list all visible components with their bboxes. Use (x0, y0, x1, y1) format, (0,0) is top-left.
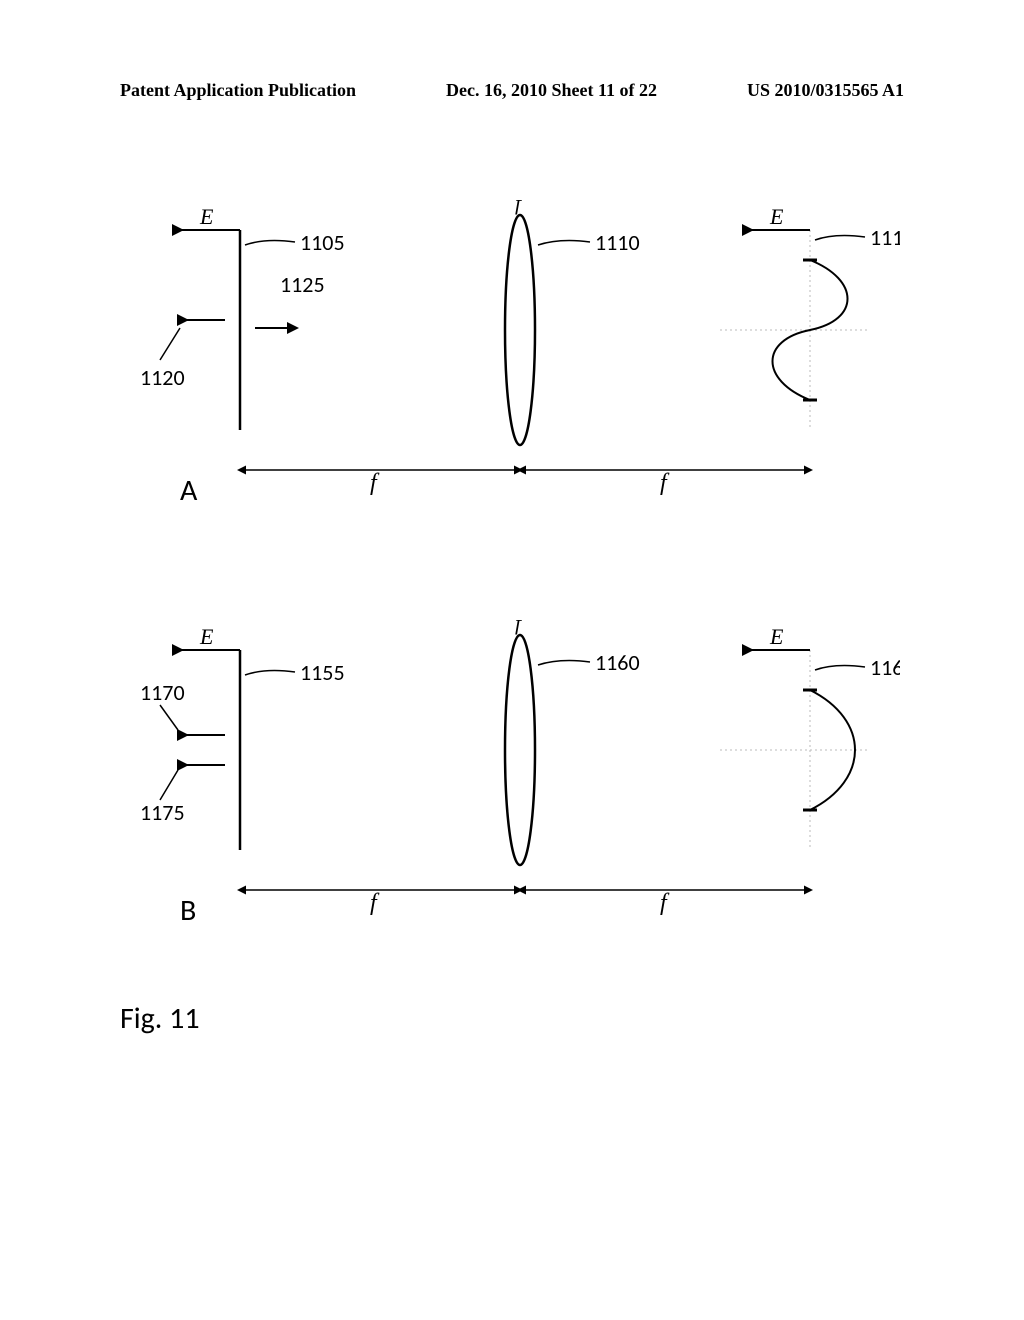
panel-a-svg: E 1105 1125 1120 f 1110 E 1115 f f A (120, 200, 900, 530)
axis-f-lens: f (515, 200, 524, 215)
ref-1115: 1115 (870, 224, 900, 251)
ref-1105: 1105 (300, 229, 345, 256)
f-right: f (660, 470, 670, 496)
ref-1175: 1175 (140, 799, 185, 826)
panel-b-label: B (180, 892, 196, 929)
axis-E-right-b: E (769, 624, 784, 649)
panel-b: E 1155 1170 1175 f 1160 E 1165 f f B (120, 620, 900, 955)
ref-1125: 1125 (280, 271, 325, 298)
ref-1110: 1110 (595, 229, 640, 256)
ref-1155: 1155 (300, 659, 345, 686)
header-right: US 2010/0315565 A1 (747, 80, 904, 101)
header-left: Patent Application Publication (120, 80, 356, 101)
f-right-b: f (660, 890, 670, 916)
axis-E-left: E (199, 204, 214, 229)
axis-f-lens-b: f (515, 620, 524, 635)
ref-1165: 1165 (870, 654, 900, 681)
panel-a-label: A (180, 472, 198, 509)
panel-b-svg: E 1155 1170 1175 f 1160 E 1165 f f B (120, 620, 900, 950)
panel-a: E 1105 1125 1120 f 1110 E 1115 f f A (120, 200, 900, 535)
axis-E-left-b: E (199, 624, 214, 649)
ref-1170: 1170 (140, 679, 185, 706)
page-header: Patent Application Publication Dec. 16, … (0, 80, 1024, 101)
header-center: Dec. 16, 2010 Sheet 11 of 22 (446, 80, 657, 101)
f-left-b: f (370, 890, 380, 916)
axis-E-right: E (769, 204, 784, 229)
ref-1120: 1120 (140, 364, 185, 391)
figure-caption: Fig. 11 (120, 1000, 200, 1037)
f-left: f (370, 470, 380, 496)
ref-1160: 1160 (595, 649, 640, 676)
